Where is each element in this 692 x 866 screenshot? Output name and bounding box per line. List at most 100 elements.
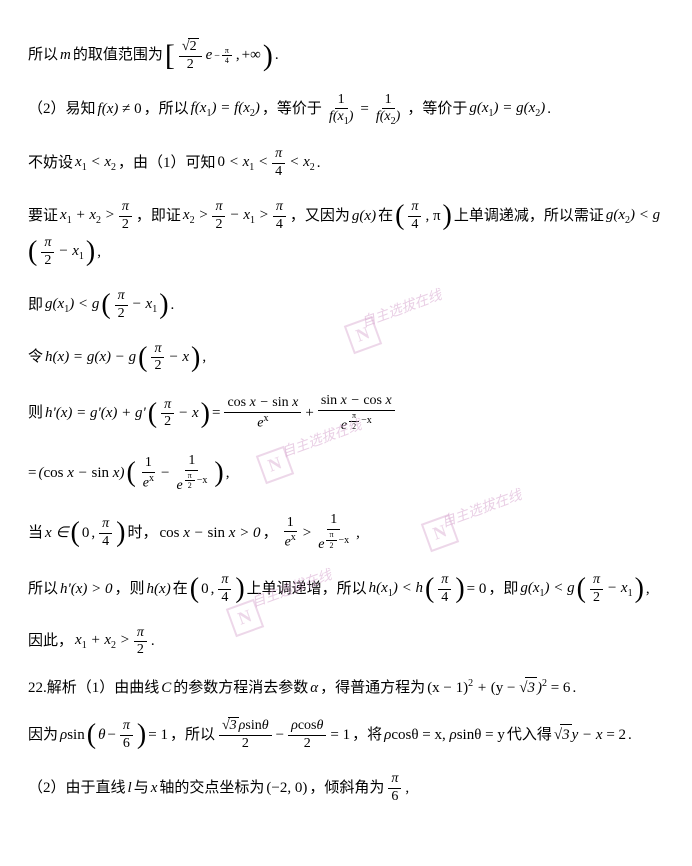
fraction: π2 <box>161 397 174 432</box>
paren: ) <box>214 462 223 484</box>
text: 在 <box>378 206 393 227</box>
text: ，即 <box>488 579 518 600</box>
var-e: e <box>206 45 213 66</box>
paren: ( <box>190 578 199 600</box>
point: (−2, 0) <box>266 778 307 799</box>
expr: h(x1) < h <box>369 578 423 601</box>
fraction: π2 <box>151 341 164 376</box>
text: 令 <box>28 347 43 368</box>
text: （2）由于直线 <box>28 778 126 799</box>
expr: √3y − x = 2 <box>554 724 626 746</box>
paren: ) <box>159 294 168 316</box>
solution-line: 因为 ρsin ( θ − π6 ) = 1 ，所以 √3ρsinθ2 − ρc… <box>28 717 664 753</box>
period: . <box>171 295 175 316</box>
text: ，所以 <box>144 99 189 120</box>
text: ，即证 <box>136 206 181 227</box>
comma: , <box>202 347 206 368</box>
bracket: [ <box>165 44 175 68</box>
text: 上单调递增，所以 <box>247 579 367 600</box>
expr: 0 < x1 < <box>218 152 269 175</box>
expr: x1 + x2 > <box>75 630 130 653</box>
fraction: 1eπ2−x <box>173 453 210 495</box>
var-x: x <box>151 778 158 799</box>
expr: g(x1) < g <box>45 294 99 317</box>
text: ，等价于 <box>262 99 322 120</box>
expr: − x <box>168 347 189 368</box>
fraction: 1ex <box>140 455 157 492</box>
text: 与 <box>134 778 149 799</box>
fraction: π4 <box>218 572 231 607</box>
comma: , <box>236 45 240 66</box>
solution-line: 即 g(x1) < g ( π2 − x1 ) . <box>28 288 664 323</box>
paren: ( <box>395 205 404 227</box>
text: （2）易知 <box>28 99 96 120</box>
solution-line: 要证 x1 + x2 > π2 ，即证 x2 > π2 − x1 > π4 ，又… <box>28 199 664 270</box>
text: ，则 <box>115 579 145 600</box>
expr: g(x1) < g <box>520 578 574 601</box>
text: 时， <box>127 523 157 544</box>
expr: h(x) <box>147 579 171 600</box>
paren: ( <box>126 462 135 484</box>
fraction: π2 <box>590 572 603 607</box>
period: . <box>572 678 576 699</box>
text: 在 <box>173 579 188 600</box>
paren: ( <box>577 578 586 600</box>
text: 要证 <box>28 206 58 227</box>
var-C: C <box>161 678 171 699</box>
paren: ) <box>455 578 464 600</box>
expr: − x1 <box>132 294 158 317</box>
expr: ρsin <box>60 725 85 746</box>
comma: , <box>226 463 230 484</box>
equals: = <box>360 99 368 120</box>
expr: h(x) = g(x) − g <box>45 347 136 368</box>
text: 不妨设 <box>28 153 73 174</box>
expr: < x2 <box>289 152 315 175</box>
expr: ρcosθ = x, ρsinθ = y <box>384 725 505 746</box>
expr: h'(x) > 0 <box>60 579 113 600</box>
period: . <box>151 631 155 652</box>
expr: f(x1) = f(x2) <box>191 98 260 121</box>
text: ，由（1）可知 <box>118 153 216 174</box>
expr: (cos x − sin x) <box>38 463 124 484</box>
fraction: ρcosθ2 <box>288 718 326 753</box>
fraction: √2 2 <box>179 38 202 74</box>
text: 的取值范围为 <box>73 45 163 66</box>
text: 轴的交点坐标为 <box>159 778 264 799</box>
equals: = <box>28 463 36 484</box>
expr: x1 < x2 <box>75 152 116 175</box>
paren: ) <box>191 347 200 369</box>
expr: − x1 <box>58 241 84 264</box>
expr: (x − 1)2 + (y − √3)2 = 6 <box>427 677 570 699</box>
fraction: π4 <box>438 572 451 607</box>
expr: h'(x) = g'(x) + g' <box>45 403 146 424</box>
expr: g(x1) = g(x2) <box>469 98 545 121</box>
text: 22.解析（1）由曲线 <box>28 678 159 699</box>
comma: , <box>405 778 409 799</box>
text: 当 <box>28 523 43 544</box>
fraction: π2 <box>41 235 54 270</box>
paren: ( <box>101 294 110 316</box>
text: 则 <box>28 403 43 424</box>
var-alpha: α <box>310 678 318 699</box>
paren: ( <box>71 522 80 544</box>
var-theta: θ <box>98 725 105 746</box>
paren: ( <box>425 578 434 600</box>
paren: ) <box>235 578 244 600</box>
fraction: π4 <box>408 199 421 234</box>
expr: f(x) ≠ 0 <box>98 99 142 120</box>
paren: ) <box>137 724 146 746</box>
solution-line: 所以 h'(x) > 0 ，则 h(x) 在 ( 0, π4 ) 上单调递增，所… <box>28 572 664 607</box>
fraction: π2 <box>119 199 132 234</box>
text: ，等价于 <box>407 99 467 120</box>
text: ，将 <box>352 725 382 746</box>
text: 因为 <box>28 725 58 746</box>
solution-line: 22.解析（1）由曲线 C 的参数方程消去参数 α ，得普通方程为 (x − 1… <box>28 677 664 699</box>
period: . <box>547 99 551 120</box>
expr: x1 + x2 > <box>60 205 115 228</box>
period: . <box>275 45 279 66</box>
zero: 0 <box>82 523 90 544</box>
expr: g(x) <box>352 206 376 227</box>
solution-line: 令 h(x) = g(x) − g ( π2 − x ) , <box>28 341 664 376</box>
text: 所以 <box>28 579 58 600</box>
fraction: cos x − sin x ex <box>224 395 301 432</box>
